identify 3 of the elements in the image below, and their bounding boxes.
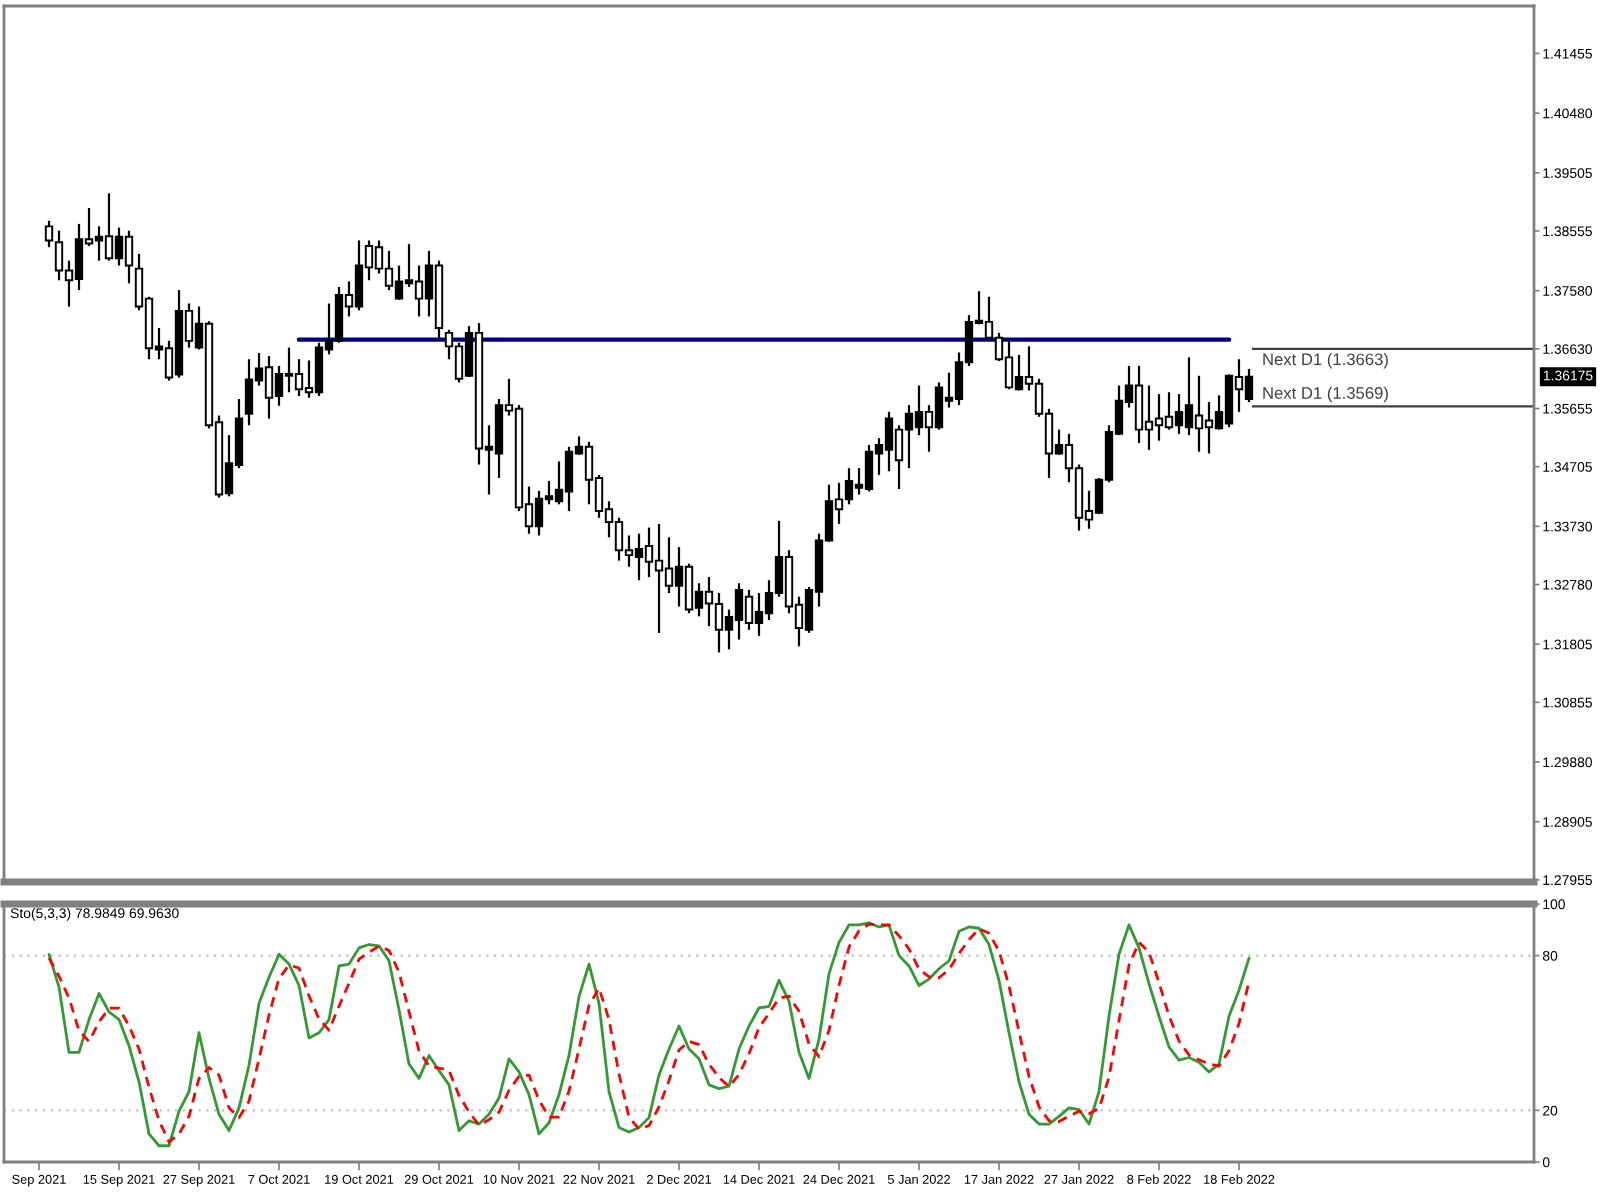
ref-line-label: Next D1 (1.3569) xyxy=(1263,386,1388,403)
candlestick xyxy=(44,219,54,249)
ref-line-label: Next D1 (1.3663) xyxy=(1263,352,1388,369)
